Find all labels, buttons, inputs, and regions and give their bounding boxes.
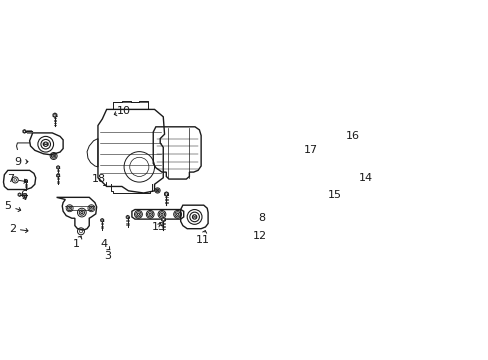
Text: 10: 10 <box>117 106 131 116</box>
Text: 3: 3 <box>104 251 111 261</box>
Text: 9: 9 <box>15 157 22 167</box>
Text: 1: 1 <box>73 239 80 249</box>
Text: 15: 15 <box>327 190 342 200</box>
Polygon shape <box>24 179 27 183</box>
Polygon shape <box>161 217 165 222</box>
Text: 2: 2 <box>9 224 16 234</box>
Polygon shape <box>57 174 60 177</box>
Text: 7: 7 <box>7 174 15 184</box>
Text: 16: 16 <box>345 131 359 140</box>
Text: 17: 17 <box>304 145 318 155</box>
Polygon shape <box>23 130 26 133</box>
Text: 5: 5 <box>4 201 11 211</box>
Text: 4: 4 <box>100 239 107 249</box>
Polygon shape <box>164 192 168 196</box>
Polygon shape <box>53 113 57 117</box>
Text: 12: 12 <box>253 231 267 240</box>
Polygon shape <box>18 193 21 197</box>
Text: 11: 11 <box>195 235 209 245</box>
Text: 14: 14 <box>358 173 372 183</box>
Polygon shape <box>57 166 60 169</box>
Polygon shape <box>126 215 129 219</box>
Text: 8: 8 <box>258 213 265 223</box>
Text: 13: 13 <box>152 222 165 232</box>
Text: 18: 18 <box>92 174 106 184</box>
Polygon shape <box>101 219 103 222</box>
Text: 6: 6 <box>20 190 27 200</box>
